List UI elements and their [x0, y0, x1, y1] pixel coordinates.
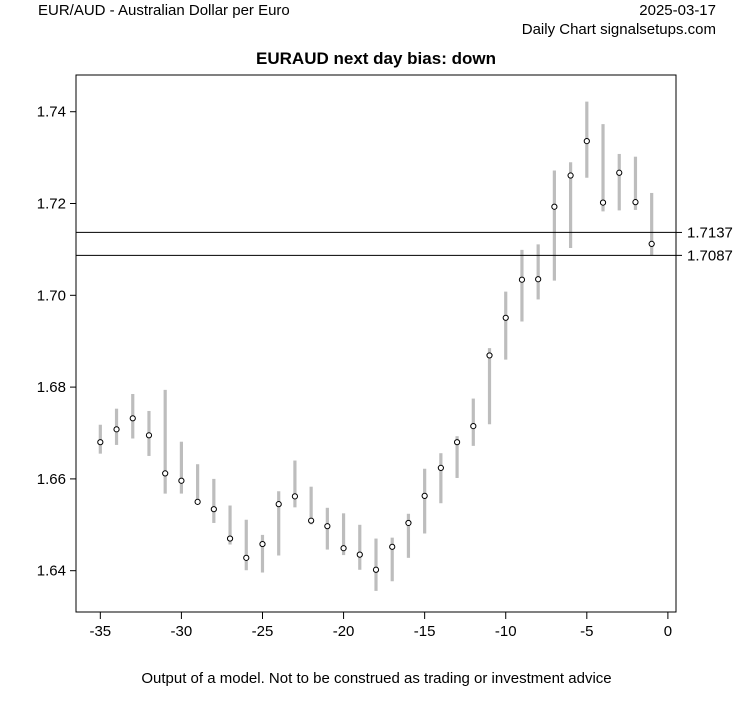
close-marker [324, 523, 331, 530]
chart-title: EURAUD next day bias: down [256, 49, 496, 68]
close-marker [340, 545, 347, 552]
close-marker [421, 492, 428, 499]
close-marker [389, 543, 396, 550]
close-marker [470, 423, 477, 430]
x-tick-label: -30 [171, 623, 193, 640]
close-marker [97, 439, 104, 446]
x-axis: -35 -30 -25 -20 -15 -10 -5 0 [89, 612, 672, 640]
close-marker [632, 199, 639, 206]
y-tick-label: 1.64 [37, 563, 66, 580]
close-marker [113, 426, 120, 433]
y-tick-label: 1.74 [37, 104, 66, 121]
chart-date: 2025-03-17 [639, 2, 716, 19]
y-tick-label: 1.72 [37, 196, 66, 213]
x-tick-label: 0 [664, 623, 672, 640]
x-tick-label: -20 [333, 623, 355, 640]
close-marker [356, 551, 363, 558]
y-tick-label: 1.66 [37, 471, 66, 488]
x-tick-label: -10 [495, 623, 517, 640]
close-marker [178, 477, 185, 484]
close-marker [145, 432, 153, 439]
close-marker [308, 517, 315, 524]
close-marker [518, 276, 526, 283]
pair-title: EUR/AUD - Australian Dollar per Euro [38, 2, 290, 19]
footer-disclaimer: Output of a model. Not to be construed a… [141, 670, 612, 687]
close-marker [616, 169, 623, 176]
close-marker [437, 464, 444, 471]
close-marker [599, 199, 607, 206]
close-marker [535, 276, 542, 283]
close-marker [486, 352, 493, 359]
chart-source: Daily Chart signalsetups.com [521, 21, 716, 38]
close-marker [259, 540, 266, 548]
y-axis: 1.64 1.66 1.68 1.70 1.72 1.74 [37, 104, 76, 580]
range-bars [98, 101, 654, 591]
level-lines: 1.7137 1.7087 [76, 224, 733, 264]
close-marker [502, 314, 509, 321]
close-marker [551, 203, 558, 210]
x-tick-label: -25 [252, 623, 274, 640]
y-tick-label: 1.70 [37, 287, 66, 304]
x-tick-label: -15 [414, 623, 436, 640]
close-marker [405, 519, 412, 527]
close-marker [372, 566, 380, 573]
y-tick-label: 1.68 [37, 379, 66, 396]
x-tick-label: -35 [89, 623, 111, 640]
close-marker [243, 554, 250, 561]
close-marker [648, 240, 655, 248]
close-marker [194, 498, 201, 505]
close-marker [453, 439, 461, 446]
close-marker [275, 501, 282, 508]
close-markers [97, 137, 655, 573]
close-marker [226, 535, 234, 542]
close-marker [162, 470, 169, 477]
close-marker [129, 415, 136, 422]
close-marker [210, 506, 217, 513]
close-marker [291, 493, 299, 500]
x-tick-label: -5 [580, 623, 593, 640]
close-marker [567, 172, 574, 179]
level-label: 1.7087 [687, 247, 733, 264]
close-marker [583, 137, 590, 145]
level-label: 1.7137 [687, 224, 733, 241]
plot-frame [75, 74, 677, 613]
